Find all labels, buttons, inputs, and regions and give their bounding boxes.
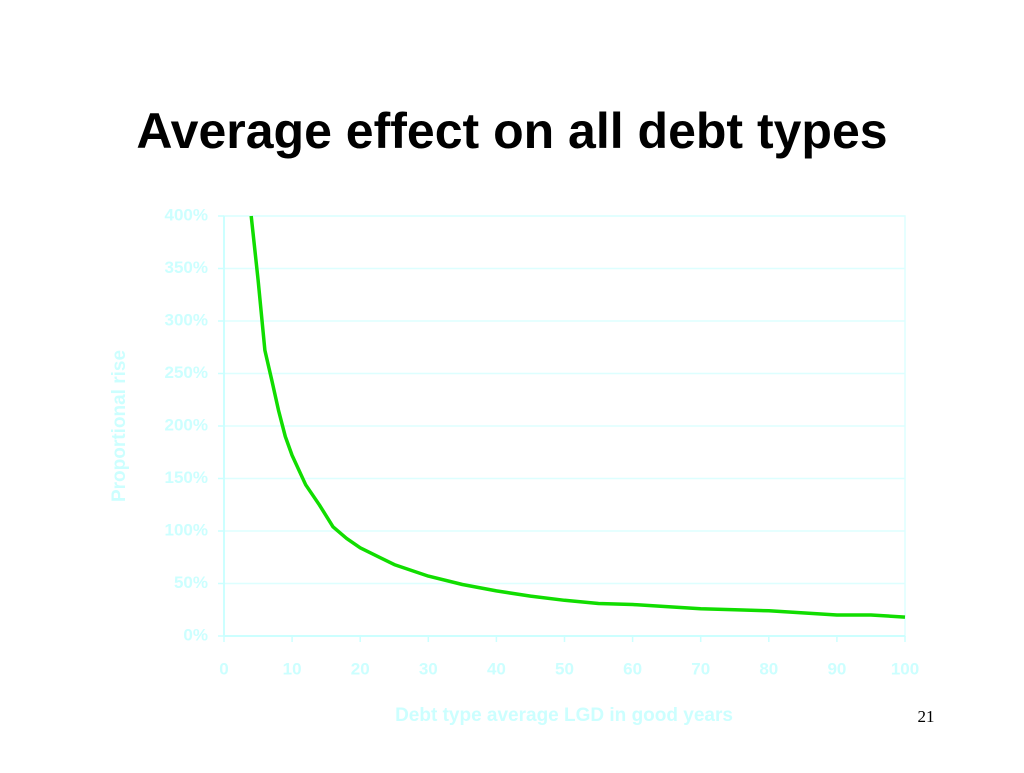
y-tick-label: 50% — [174, 573, 208, 592]
y-tick-label: 100% — [165, 520, 208, 539]
x-tick-label: 40 — [487, 659, 506, 678]
y-tick-label: 0% — [183, 625, 208, 644]
data-line — [249, 215, 906, 619]
slide-title: Average effect on all debt types — [136, 103, 887, 159]
x-tick-label: 70 — [691, 659, 710, 678]
x-axis-title: Debt type average LGD in good years — [395, 705, 733, 726]
x-tick-label: 10 — [283, 659, 302, 678]
x-tick-label: 50 — [555, 659, 574, 678]
x-tick-label: 90 — [827, 659, 846, 678]
x-tick-label: 30 — [419, 659, 438, 678]
x-tick-label: 80 — [759, 659, 778, 678]
y-tick-label: 200% — [165, 415, 208, 434]
x-tick-label: 20 — [351, 659, 370, 678]
page-number: 21 — [918, 707, 935, 726]
y-tick-label: 250% — [165, 363, 208, 382]
y-tick-label: 400% — [165, 205, 208, 224]
y-tick-label: 150% — [165, 468, 208, 487]
x-tick-label: 0 — [219, 659, 228, 678]
y-tick-label: 300% — [165, 310, 208, 329]
y-axis-title: Proportional rise — [109, 350, 130, 502]
y-tick-label: 350% — [165, 258, 208, 277]
x-tick-label: 60 — [623, 659, 642, 678]
x-tick-label: 100 — [891, 659, 919, 678]
